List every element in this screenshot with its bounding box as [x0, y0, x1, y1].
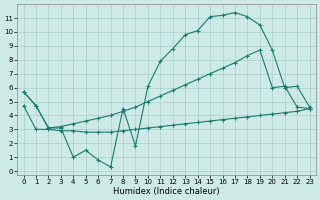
- X-axis label: Humidex (Indice chaleur): Humidex (Indice chaleur): [113, 187, 220, 196]
